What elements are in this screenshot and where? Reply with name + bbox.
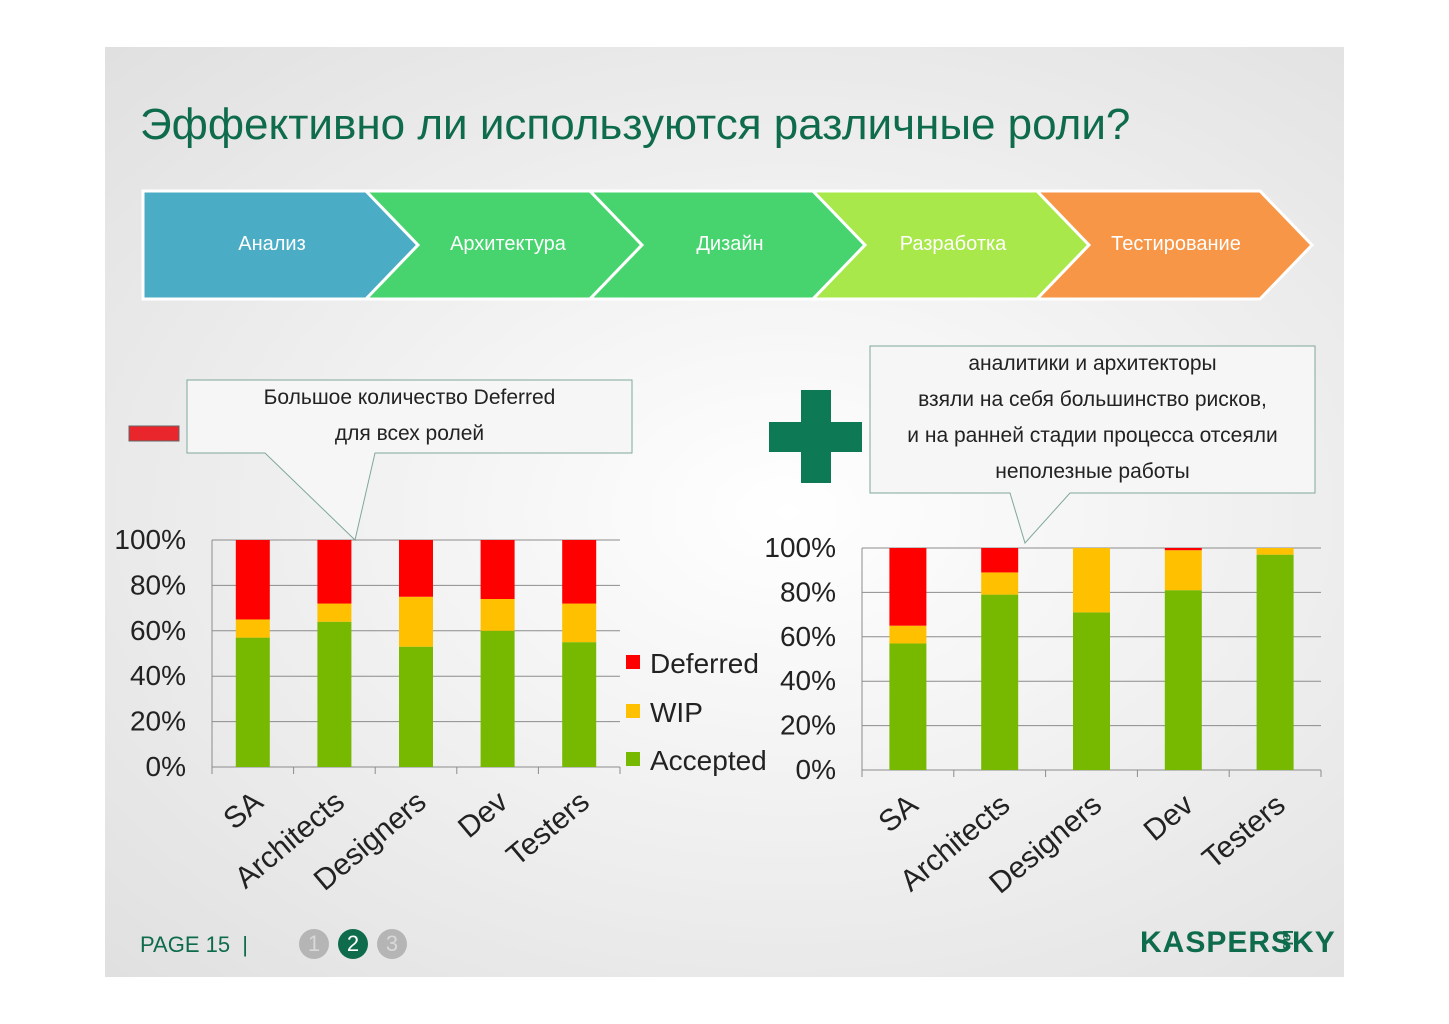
bar-wip-architects: [317, 603, 352, 622]
callout-left-line1: Большое количество Deferred: [263, 386, 556, 409]
page-label: PAGE: [140, 932, 200, 957]
slide-title: Эффективно ли используются различные рол…: [140, 100, 1131, 149]
callout-left-text: Большое количество Deferred для всех рол…: [187, 380, 632, 452]
bar-accepted-testers: [562, 642, 597, 767]
y-tick-label: 20%: [780, 710, 836, 741]
bar-accepted-designers: [1073, 612, 1110, 770]
callout-right-line1: аналитики и архитекторы: [968, 352, 1217, 375]
bar-accepted-sa: [235, 637, 270, 767]
page-number: 15: [205, 932, 231, 957]
bar-deferred-dev: [1164, 548, 1202, 551]
legend-swatch-deferred: [626, 655, 640, 669]
y-tick-label: 60%: [130, 615, 186, 646]
legend-label-accepted: Accepted: [650, 745, 767, 776]
legend: Deferred WIP Accepted: [626, 648, 767, 776]
x-category-label: Testers: [500, 785, 595, 872]
bar-deferred-architects: [317, 540, 352, 604]
legend-swatch-accepted: [626, 752, 640, 766]
bar-wip-designers: [1073, 548, 1110, 613]
bar-accepted-dev: [480, 630, 515, 767]
bar-deferred-sa: [889, 548, 927, 626]
bar-wip-sa: [889, 625, 927, 644]
page-indicator: PAGE 15 |: [140, 932, 248, 958]
bar-accepted-testers: [1256, 554, 1294, 770]
pager-1[interactable]: 1: [299, 929, 329, 959]
callout-right-line4: неполезные работы: [995, 460, 1190, 483]
bar-accepted-dev: [1164, 590, 1202, 770]
kaspersky-logo: KASPERSKY: [1140, 926, 1336, 959]
step-testing-label: Тестирование: [1111, 233, 1241, 255]
bar-wip-architects: [981, 572, 1019, 595]
bar-accepted-architects: [981, 594, 1019, 770]
bar-accepted-architects: [317, 621, 352, 767]
bar-deferred-dev: [480, 540, 515, 600]
x-category-label: Dev: [1138, 788, 1200, 848]
bar-wip-testers: [562, 603, 597, 643]
bar-wip-dev: [480, 599, 515, 631]
y-tick-label: 40%: [130, 660, 186, 691]
bar-wip-sa: [235, 619, 270, 638]
y-tick-label: 40%: [780, 665, 836, 696]
bar-deferred-architects: [981, 548, 1019, 573]
pager-2[interactable]: 2: [338, 929, 368, 959]
step-design-label: Дизайн: [696, 233, 763, 255]
page-separator: |: [242, 932, 248, 957]
x-category-label: SA: [217, 785, 269, 836]
minus-icon: [128, 425, 180, 442]
callout-right-line2: взяли на себя большинство рисков,: [918, 388, 1267, 411]
step-development-label: Разработка: [900, 233, 1007, 255]
x-category-label: Testers: [1196, 788, 1291, 875]
step-architecture-label: Архитектура: [450, 233, 567, 255]
bar-deferred-testers: [562, 540, 597, 604]
bar-deferred-designers: [399, 540, 433, 597]
bar-wip-dev: [1164, 550, 1202, 591]
bar-wip-testers: [1256, 548, 1294, 555]
callout-right-line3: и на ранней стадии процесса отсеяли: [907, 424, 1278, 447]
x-category-label: Dev: [452, 785, 514, 845]
callout-right-box: [869, 345, 1316, 544]
y-tick-label: 100%: [764, 532, 836, 563]
legend-label-wip: WIP: [650, 697, 703, 728]
bar-accepted-designers: [399, 646, 433, 767]
legend-label-deferred: Deferred: [650, 648, 759, 679]
plus-icon: [769, 390, 862, 483]
y-tick-label: 60%: [780, 621, 836, 652]
y-tick-label: 0%: [796, 754, 836, 785]
y-tick-label: 80%: [130, 569, 186, 600]
callout-right-text: аналитики и архитекторы взяли на себя бо…: [870, 346, 1315, 490]
step-testing: [1033, 189, 1315, 301]
y-tick-label: 20%: [130, 706, 186, 737]
pager-3[interactable]: 3: [377, 929, 407, 959]
x-category-label: SA: [873, 788, 925, 839]
y-tick-label: 0%: [146, 751, 186, 782]
kaspersky-logo-lab: lab: [1280, 930, 1296, 951]
callout-left-box: [186, 379, 633, 541]
step-analysis-label: Анализ: [238, 233, 306, 255]
legend-swatch-wip: [626, 704, 640, 718]
y-tick-label: 80%: [780, 576, 836, 607]
bar-deferred-sa: [235, 540, 270, 620]
callout-left-line2: для всех ролей: [334, 422, 485, 445]
y-tick-label: 100%: [114, 524, 186, 555]
bar-wip-designers: [399, 596, 433, 647]
bar-accepted-sa: [889, 643, 927, 770]
